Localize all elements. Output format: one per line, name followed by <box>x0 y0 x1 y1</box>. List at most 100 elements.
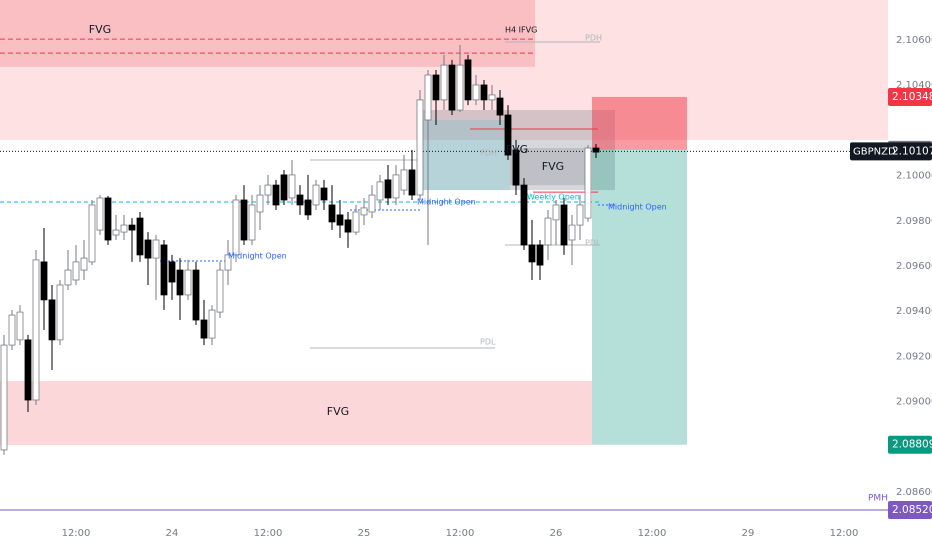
candle-body <box>336 214 344 226</box>
target-tag <box>888 435 932 454</box>
target-zone <box>592 149 687 445</box>
candle-body <box>576 204 584 226</box>
x-tick-label: 12:00 <box>638 528 667 539</box>
candle-body <box>160 244 168 296</box>
candle-body <box>168 261 176 283</box>
candle-body <box>376 181 384 201</box>
x-tick-label: 26 <box>550 528 563 539</box>
candle-body <box>368 194 376 213</box>
symbol-label: GBPNZD <box>853 146 896 157</box>
candle-body <box>56 284 64 341</box>
candle-body <box>312 184 320 206</box>
candle-body <box>208 309 216 339</box>
level-label: PDL <box>480 338 496 347</box>
candle-body <box>440 64 448 101</box>
candle-body <box>496 97 504 116</box>
zone-label: FVG <box>327 405 349 418</box>
candle-body <box>24 339 32 401</box>
candle-body <box>384 179 392 199</box>
candle-body <box>32 259 40 401</box>
level-label: Midnight Open <box>228 252 287 261</box>
y-tick-label: 2.09400 <box>896 306 932 317</box>
level-label: Midnight Open <box>608 203 667 212</box>
candle-body <box>48 299 56 341</box>
candle-body <box>416 99 424 196</box>
axes: 2.10600 2.10400 2.10000 2.09800 2.09600 2.094… <box>62 35 932 539</box>
candle-body <box>248 204 256 241</box>
candle-body <box>128 224 136 231</box>
y-tick-label: 2.09200 <box>896 351 932 362</box>
candle-body <box>448 64 456 111</box>
x-tick-label: 12:00 <box>254 528 283 539</box>
candle-body <box>280 174 288 201</box>
x-tick-label: 12:00 <box>446 528 475 539</box>
level-label: Midnight Open <box>417 198 476 207</box>
level-label: PDL <box>585 239 601 248</box>
candle-body <box>144 239 152 259</box>
candle-body <box>224 254 232 271</box>
candle-body <box>120 224 128 233</box>
candle-body <box>504 114 512 156</box>
candle-body <box>80 257 88 271</box>
candle-body <box>256 194 264 213</box>
candle-body <box>512 149 520 186</box>
candle-body <box>328 204 336 223</box>
zone-label: FVG <box>542 160 564 173</box>
x-tick-label: 29 <box>742 528 755 539</box>
candle-body <box>40 261 48 301</box>
candle-body <box>136 217 144 256</box>
candle-body <box>488 94 496 101</box>
candle-body <box>192 269 200 321</box>
stop-tag-text: 2.10348 <box>892 91 932 103</box>
level-label: Weekly Open <box>527 193 580 202</box>
candle-body <box>544 217 552 246</box>
last-price-label: 2.10107 <box>892 145 932 157</box>
zone-label: FVG <box>89 23 111 36</box>
stop-tag <box>888 87 932 106</box>
zone <box>420 120 510 191</box>
y-tick-label: 2.10400 <box>896 80 932 91</box>
candle-body <box>464 59 472 101</box>
level-label: PDH <box>585 34 602 43</box>
level-label: H4 IFVG <box>505 26 537 35</box>
candle-body <box>480 84 488 101</box>
candle-body <box>528 244 536 263</box>
candle-body <box>344 219 352 233</box>
zone <box>0 0 535 67</box>
candle-body <box>264 184 272 196</box>
zone <box>510 148 590 186</box>
candle-body <box>456 64 464 111</box>
candle-body <box>424 74 432 121</box>
x-tick-label: 12:00 <box>62 528 91 539</box>
candle-body <box>64 269 72 286</box>
candle-body <box>520 184 528 246</box>
candle-body <box>360 207 368 216</box>
candle-body <box>408 169 416 196</box>
target-tag-text: 2.08809 <box>892 439 932 451</box>
y-tick-label: 2.10600 <box>896 35 932 46</box>
candle-body <box>152 239 160 259</box>
candle-body <box>320 187 328 201</box>
pmh-tag-text: 2.08520 <box>892 504 932 516</box>
x-tick-label: 12:00 <box>830 528 859 539</box>
candle-body <box>72 261 80 281</box>
candle-body <box>232 199 240 256</box>
candle-body <box>568 224 576 241</box>
candle-body <box>288 174 296 199</box>
y-tick-label: 2.09600 <box>896 261 932 272</box>
candle-body <box>96 197 104 231</box>
symbol-tag <box>850 142 932 161</box>
zone <box>0 381 592 445</box>
candle-body <box>584 147 592 219</box>
pmh-tag <box>888 501 932 520</box>
candle-body <box>104 197 112 241</box>
candle-body <box>592 147 600 153</box>
candle-body <box>432 74 440 101</box>
candle-body <box>8 314 16 346</box>
candle-body <box>112 229 120 236</box>
candle-body <box>552 204 560 221</box>
x-tick-label: 24 <box>166 528 179 539</box>
pmh-label: PMH <box>868 494 888 504</box>
candle-body <box>240 199 248 241</box>
